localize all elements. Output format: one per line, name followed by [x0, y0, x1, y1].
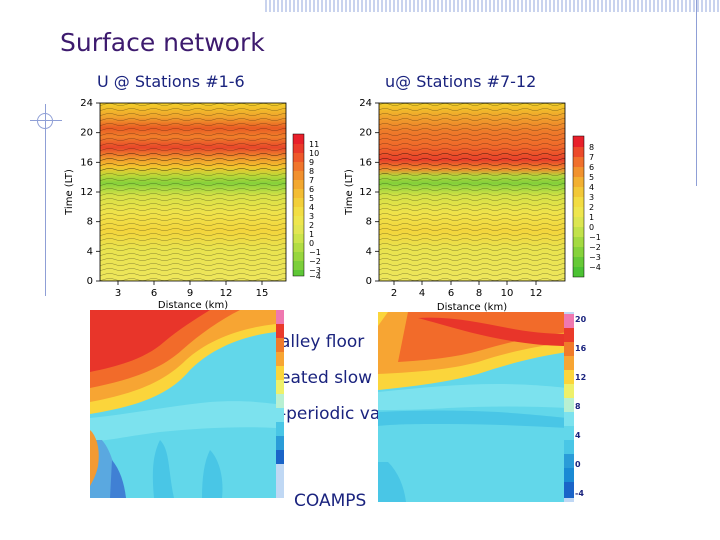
colorbar-right: 8 7 6 5 4 3 2 1 0 −1 −2 −3 −4 [572, 135, 601, 278]
colorbar-label: 6 [309, 185, 314, 194]
y-tick-label: 16 [80, 157, 93, 168]
colorbar-label: 12 [575, 373, 586, 382]
x-tick-label: 12 [530, 288, 543, 299]
colorbar-label: 2 [589, 203, 594, 212]
colorbar-label: 6 [589, 163, 594, 172]
y-tick-label: 20 [80, 128, 93, 139]
y-tick-label: 8 [87, 217, 93, 228]
colorbar-label: −4 [309, 272, 321, 281]
coamps-field-right: 20 16 12 8 4 0 -4 [378, 312, 587, 502]
bullet-text-1: alley floor [280, 332, 365, 352]
y-axis-label: Time (LT) [64, 169, 75, 216]
contour-chart-left: 0 4 8 12 16 20 24 3 6 9 12 15 Distance (… [64, 98, 321, 311]
colorbar-label: −2 [589, 243, 601, 252]
y-tick-label: 24 [80, 98, 93, 109]
colorbar-label: −3 [589, 253, 601, 262]
slide-title: Surface network [60, 28, 265, 57]
colorbar-label: 0 [575, 460, 581, 469]
crosshair-circle-decor [37, 113, 53, 129]
colorbar-label: 5 [589, 173, 594, 182]
colorbar-label: 16 [575, 344, 587, 353]
right-decor-line [696, 0, 697, 186]
left-decor-line [45, 104, 46, 296]
bullet-text-3: -periodic va [280, 404, 381, 424]
y-tick-label: 8 [366, 217, 372, 228]
colorbar-label: 1 [309, 230, 314, 239]
colorbar-label: 0 [309, 239, 314, 248]
colorbar-label: 8 [575, 402, 581, 411]
colorbar-label: 4 [309, 203, 314, 212]
plot-area-right [378, 102, 566, 282]
colorbar-label: 8 [589, 143, 594, 152]
colorbar-label: 3 [589, 193, 594, 202]
bullet-text-2: eated slow [280, 368, 373, 388]
colorbar-label: 11 [309, 140, 319, 149]
subtitle-right: u@ Stations #7-12 [385, 72, 537, 91]
colorbar-label: 3 [309, 212, 314, 221]
colorbar-label: 0 [589, 223, 594, 232]
colorbar-label: −2 [309, 257, 321, 266]
colorbar-label: 4 [575, 431, 581, 440]
colorbar-label: 4 [589, 183, 594, 192]
x-tick-label: 9 [187, 288, 193, 299]
y-tick-label: 24 [359, 98, 372, 109]
colorbar-label: 5 [309, 194, 314, 203]
y-tick-label: 20 [359, 128, 372, 139]
x-ticks-right: 2 4 6 8 10 12 [391, 281, 543, 299]
y-tick-label: 0 [87, 276, 93, 287]
x-tick-label: 12 [220, 288, 233, 299]
y-tick-label: 16 [359, 157, 372, 168]
subtitle-left: U @ Stations #1-6 [97, 72, 245, 91]
x-tick-label: 6 [448, 288, 454, 299]
colorbar-label: −1 [309, 248, 321, 257]
colorbar-label: 1 [589, 213, 594, 222]
y-tick-label: 12 [359, 187, 372, 198]
y-ticks-left: 0 4 8 12 16 20 24 [80, 98, 100, 287]
x-tick-label: 8 [476, 288, 482, 299]
x-tick-label: 10 [501, 288, 514, 299]
colorbar-label: 7 [309, 176, 314, 185]
coamps-field-left [90, 310, 284, 498]
x-ticks-left: 3 6 9 12 15 [115, 281, 269, 299]
colorbar-label: 9 [309, 158, 314, 167]
y-tick-label: 0 [366, 276, 372, 287]
colorbar-label: −4 [589, 263, 601, 272]
y-tick-label: 12 [80, 187, 93, 198]
x-tick-label: 2 [391, 288, 397, 299]
y-tick-label: 4 [366, 246, 372, 257]
plot-area-left [99, 102, 287, 282]
colorbar-label: 7 [589, 153, 594, 162]
x-tick-label: 6 [151, 288, 157, 299]
x-tick-label: 3 [115, 288, 121, 299]
colorbar-label: -4 [575, 489, 584, 498]
coamps-label: COAMPS [294, 491, 367, 511]
colorbar-label: −1 [589, 233, 601, 242]
colorbar-label: 10 [309, 149, 319, 158]
y-ticks-right: 0 4 8 12 16 20 24 [359, 98, 379, 287]
x-tick-label: 4 [419, 288, 425, 299]
colorbar-label: −3 [309, 266, 321, 275]
colorbar-label: 2 [309, 221, 314, 230]
y-axis-label: Time (LT) [344, 169, 355, 216]
x-axis-label: Distance (km) [158, 300, 228, 311]
colorbar-label: 20 [575, 315, 587, 324]
x-tick-label: 15 [256, 288, 269, 299]
x-axis-label: Distance (km) [437, 302, 507, 313]
colorbar-label: 8 [309, 167, 314, 176]
contour-chart-right: 0 4 8 12 16 20 24 2 4 6 8 10 12 Distance… [344, 98, 601, 313]
colorbar-left: 11 10 9 8 7 6 5 4 3 2 1 0 −1 −2 −3 −4 [292, 133, 321, 281]
y-tick-label: 4 [87, 246, 93, 257]
top-decor-bar [265, 0, 720, 12]
